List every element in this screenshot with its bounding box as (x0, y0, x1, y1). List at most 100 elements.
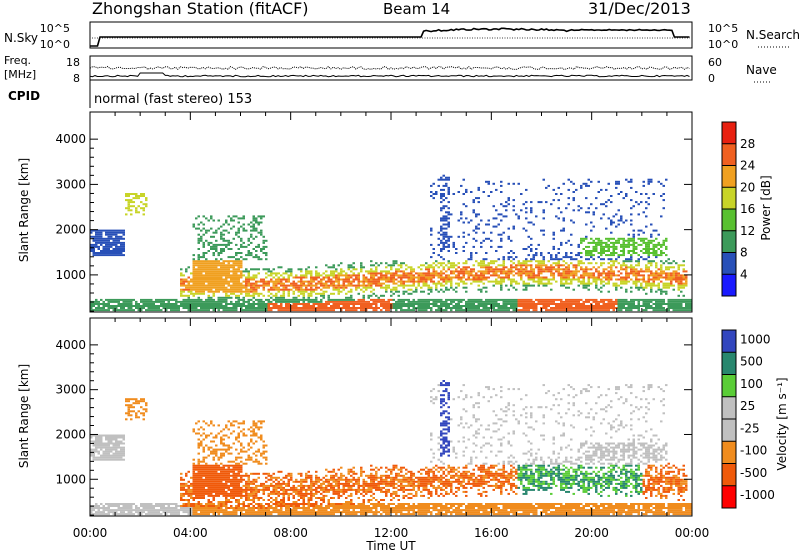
power-cell (477, 186, 480, 189)
power-cell (362, 307, 365, 309)
power-cell (357, 286, 360, 289)
power-cell (632, 229, 635, 232)
velocity-cell (105, 444, 108, 447)
power-cell (120, 307, 123, 309)
power-cell (122, 231, 125, 234)
power-cell (225, 278, 228, 281)
power-cell (445, 227, 448, 230)
power-cell (235, 290, 238, 293)
velocity-cell (180, 484, 183, 487)
power-cell (545, 264, 548, 267)
velocity-cell (150, 513, 153, 516)
power-cell (325, 286, 328, 289)
power-cell (292, 303, 295, 305)
power-cell (472, 199, 475, 202)
power-cell (250, 298, 253, 301)
power-cell (607, 262, 610, 265)
power-cell (427, 292, 430, 295)
power-cell (547, 300, 550, 303)
power-cell (180, 288, 183, 291)
power-cell (327, 309, 330, 312)
power-cell (470, 300, 473, 303)
power-cell (445, 178, 448, 181)
power-cell (315, 266, 318, 269)
power-cell (650, 284, 653, 287)
velocity-cell (127, 408, 130, 411)
power-cell (262, 282, 265, 285)
power-cell (232, 264, 235, 267)
velocity-cell (117, 442, 120, 445)
power-cell (585, 270, 588, 273)
power-cell (257, 245, 260, 248)
power-cell (442, 280, 445, 283)
power-cell (485, 305, 488, 307)
power-cell (522, 288, 525, 291)
power-cell (682, 300, 685, 303)
power-cell (360, 300, 363, 303)
velocity-cell (120, 434, 123, 437)
power-cell (445, 184, 448, 187)
power-cell (332, 264, 335, 267)
power-cell (565, 278, 568, 281)
power-cell (337, 288, 340, 291)
power-cell (612, 303, 615, 305)
power-cell (570, 309, 573, 312)
power-cell (492, 298, 495, 301)
power-cell (330, 292, 333, 295)
power-cell (442, 237, 445, 240)
power-cell (240, 266, 243, 269)
power-cell (350, 290, 353, 293)
power-cell (572, 272, 575, 275)
power-cell (570, 274, 573, 277)
power-cell (510, 250, 513, 252)
power-cell (327, 296, 330, 299)
power-cell (500, 307, 503, 309)
velocity-cell (195, 482, 198, 485)
power-cell (250, 268, 253, 271)
power-cell (477, 300, 480, 303)
power-cell (462, 178, 465, 181)
power-cell (500, 309, 503, 312)
power-cell (297, 290, 300, 293)
power-cell (437, 266, 440, 269)
power-cell (397, 290, 400, 293)
power-cell (90, 235, 93, 238)
velocity-cell (195, 507, 198, 509)
power-cell (92, 239, 95, 242)
power-cell (332, 300, 335, 303)
power-cell (397, 307, 400, 309)
power-cell (635, 298, 638, 301)
power-cell (472, 245, 475, 248)
power-cell (620, 300, 623, 303)
power-cell (642, 270, 645, 273)
power-cell (432, 305, 435, 307)
power-cell (607, 309, 610, 312)
power-cell (605, 245, 608, 248)
power-cell (380, 276, 383, 279)
power-cell (495, 268, 498, 271)
power-cell (597, 180, 600, 183)
velocity-cell (157, 505, 160, 507)
power-cell (387, 270, 390, 273)
power-cell (585, 197, 588, 200)
power-cell (512, 225, 515, 228)
power-cell (682, 284, 685, 287)
power-cell (660, 243, 663, 246)
power-cell (522, 203, 525, 206)
power-cell (420, 278, 423, 281)
velocity-cell (120, 446, 123, 449)
power-cell (227, 282, 230, 285)
power-cell (310, 309, 313, 312)
power-cell (467, 272, 470, 275)
power-cell (585, 182, 588, 185)
velocity-cell (97, 444, 100, 447)
power-cell (440, 305, 443, 307)
power-cell (475, 309, 478, 312)
power-cell (267, 288, 270, 291)
power-cell (102, 300, 105, 303)
power-cell (585, 284, 588, 287)
power-cell (600, 290, 603, 293)
power-cell (507, 309, 510, 312)
power-cell (640, 239, 643, 242)
power-cell (382, 294, 385, 297)
